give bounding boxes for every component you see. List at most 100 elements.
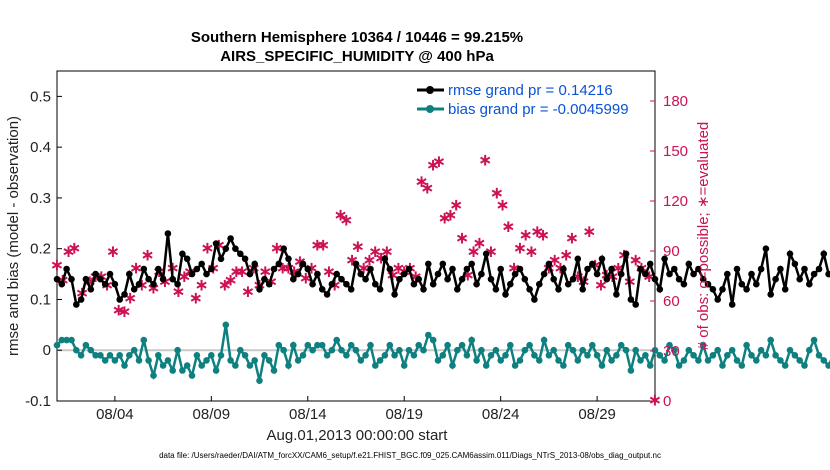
bias-point [468,336,476,344]
rmse-point [352,260,360,268]
rmse-point [246,270,254,278]
bias-point [251,357,258,364]
bias-point [405,346,413,354]
bias-point [478,346,485,354]
rmse-point [743,286,750,293]
bias-point [646,362,654,369]
rmse-point [396,275,403,283]
bias-point [121,362,128,369]
rmse-point [227,235,234,242]
rmse-point [429,280,437,288]
chart-subtitle: AIRS_SPECIFIC_HUMIDITY @ 400 hPa [220,48,494,65]
rmse-point [458,275,466,283]
rmse-point [757,265,765,273]
bias-point [516,357,524,364]
bias-point [212,367,220,374]
rmse-point [299,260,307,268]
bias-point [439,352,447,359]
rmse-point [815,265,823,273]
rmse-point [53,275,61,283]
bias-point [294,357,302,364]
rmse-point [719,286,726,293]
nobs-marker: ∗ [495,195,509,214]
rmse-point [540,270,548,278]
bias-point [463,352,471,359]
y-tick-label: 0.4 [30,139,51,156]
bias-point [661,357,668,364]
rmse-point [825,270,830,278]
nobs-marker: ∗ [195,275,209,294]
bias-point [656,352,664,359]
rmse-point [150,280,157,288]
bias-point [622,346,630,354]
nobs-marker: ∗ [524,242,538,261]
rmse-point [338,275,345,283]
bias-point [651,346,659,354]
rmse-point [564,280,572,288]
bias-point [338,346,345,354]
bias-point [376,357,384,364]
bias-point [680,357,688,364]
bias-point [695,357,702,364]
bias-point [130,346,138,354]
bias-point [786,346,794,354]
nobs-marker: ∗ [648,390,662,409]
rmse-point [92,270,99,278]
bias-point [232,362,239,369]
nobs-marker: ∗ [414,172,428,191]
rmse-point [212,240,220,247]
rmse-point [492,286,500,293]
rmse-point [188,270,196,278]
rmse-point [781,286,789,293]
rmse-point [733,265,741,273]
rmse-point [526,286,533,293]
rmse-point [425,260,432,268]
rmse-point [589,260,596,268]
rmse-point [806,280,813,288]
legend-box [412,79,642,121]
bias-point [753,357,760,364]
rmse-point [444,275,451,283]
rmse-point [251,260,258,268]
rmse-point [77,296,85,303]
rmse-point [174,280,181,288]
bias-point [642,352,649,359]
bias-point [285,362,292,369]
bias-point [564,341,572,349]
rmse-point [290,275,297,283]
rmse-point [550,275,557,283]
bias-point [796,357,803,364]
x-tick-label: 08/14 [289,406,327,423]
rmse-point [391,291,398,298]
nobs-marker: ∗ [432,152,446,171]
rmse-point [314,270,321,278]
x-tick-label: 08/29 [578,406,616,423]
rmse-point [584,265,591,273]
rmse-point [617,270,625,278]
nobs-marker: ∗ [106,242,120,261]
nobs-marker: ∗ [241,282,255,301]
bias-point [511,362,519,369]
y-tick-label: 0.2 [30,241,51,258]
rmse-point [487,275,495,283]
nobs-marker: ∗ [629,250,643,269]
rmse-point [275,260,283,268]
bias-point [396,346,403,354]
bias-point [256,377,263,385]
nobs-marker: ∗ [472,234,486,253]
bias-point [174,346,181,354]
nobs-marker: ∗ [235,262,249,281]
bias-point [719,362,726,369]
bias-point [140,336,148,344]
bias-point [343,352,350,359]
x-axis-ticks: 08/04 08/09 08/14 08/19 08/24 08/29 [96,396,616,423]
bias-point [738,362,746,369]
bias-point [444,341,451,349]
rmse-point [680,280,688,288]
rmse-point [434,270,442,278]
rmse-point [261,275,268,283]
nobs-marker: ∗ [536,225,550,244]
rmse-point [155,265,162,273]
bias-point [584,352,591,359]
rmse-point [569,275,577,283]
